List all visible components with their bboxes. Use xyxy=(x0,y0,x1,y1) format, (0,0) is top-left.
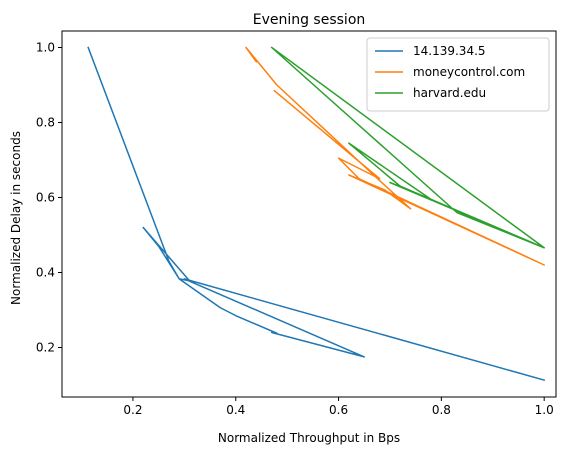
plot-area xyxy=(87,46,546,382)
plot-frame xyxy=(61,30,557,398)
x-tick-label: 0.4 xyxy=(226,403,245,417)
y-tick-label: 1.0 xyxy=(36,41,55,55)
y-tick-label: 0.4 xyxy=(36,266,55,280)
legend: 14.139.34.5 moneycontrol.com harvard.edu xyxy=(366,37,550,112)
y-axis: 0.2 0.4 0.6 0.8 1.0 xyxy=(36,41,62,355)
chart-title: Evening session xyxy=(253,12,366,28)
y-tick-label: 0.6 xyxy=(36,191,55,205)
x-axis: 0.2 0.4 0.6 0.8 1.0 xyxy=(123,397,554,417)
series-line-2 xyxy=(245,46,545,266)
y-axis-label: Normalized Delay in seconds xyxy=(9,131,23,305)
x-tick-label: 0.8 xyxy=(432,403,451,417)
x-tick-label: 0.6 xyxy=(329,403,348,417)
series-line-1 xyxy=(87,46,546,382)
legend-label: 14.139.34.5 xyxy=(413,44,486,58)
x-axis-label: Normalized Throughput in Bps xyxy=(218,431,400,445)
legend-label: moneycontrol.com xyxy=(413,65,525,79)
y-tick-label: 0.8 xyxy=(36,116,55,130)
legend-box xyxy=(366,37,550,112)
x-tick-label: 0.2 xyxy=(123,403,142,417)
y-tick-label: 0.2 xyxy=(36,341,55,355)
series-line-3 xyxy=(270,46,545,249)
x-tick-label: 1.0 xyxy=(535,403,554,417)
legend-label: harvard.edu xyxy=(413,86,486,100)
